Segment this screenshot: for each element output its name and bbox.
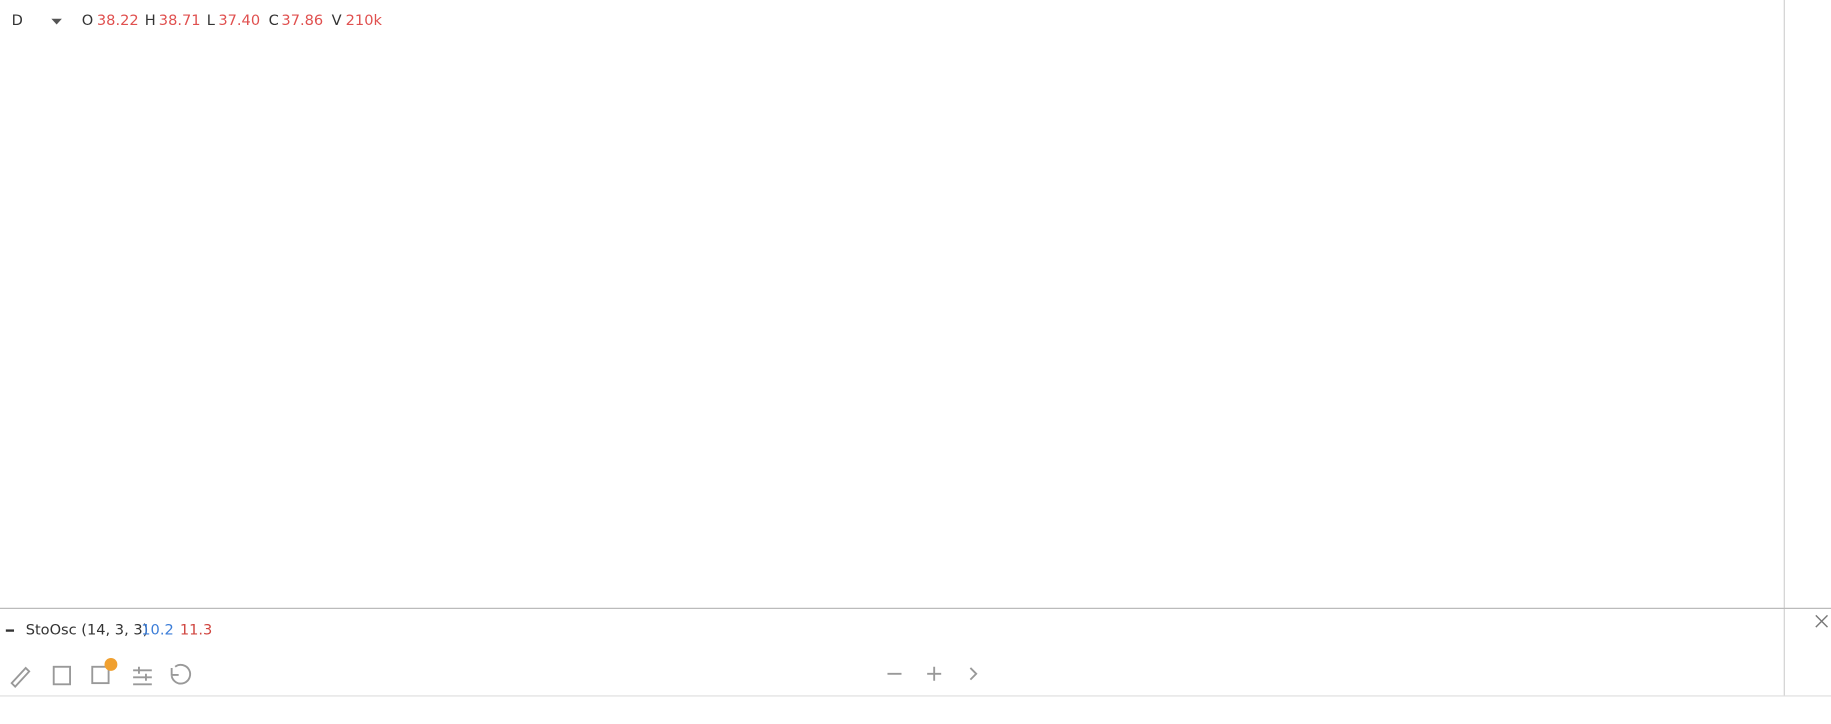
interval[interactable]: D [12,12,23,29]
ohlc-value: 38.22 [97,12,139,29]
ohlc-label: C [269,12,279,29]
close-indicator[interactable] [1815,614,1828,628]
toolbar [10,663,978,688]
zoom-controls[interactable] [887,666,978,681]
indicator-k-value: 10.2 [141,622,173,639]
ohlc-label: H [145,12,156,29]
ohlc-value: 38.71 [159,12,201,29]
collapse-icon[interactable] [5,629,15,632]
layers-tool[interactable] [91,665,110,685]
interval-dropdown[interactable] [51,18,62,25]
badge [104,658,118,671]
settings-tool[interactable] [133,666,152,686]
ohlc-label: L [207,12,216,29]
indicator-d-value: 11.3 [180,622,212,639]
ohlc-value: 37.40 [218,12,260,29]
undo-tool[interactable] [170,663,192,685]
ohlc-label: V [332,12,342,29]
draw-tool[interactable] [10,666,31,688]
ohlc-value: 210k [346,12,383,29]
ohlc-value: 37.86 [281,12,323,29]
indicator-name: StoOsc (14, 3, 3) [26,622,149,639]
ohlc-label: O [82,12,93,29]
notes-tool[interactable] [52,665,71,686]
